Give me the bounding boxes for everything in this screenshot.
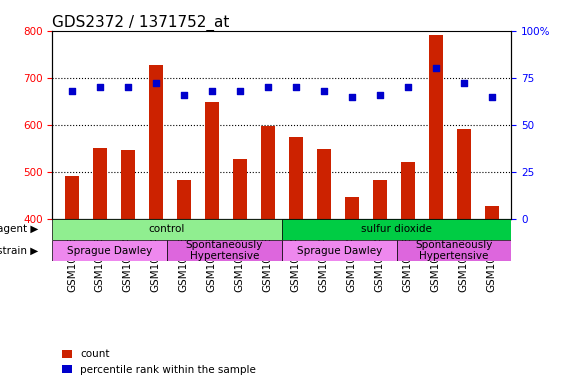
- FancyBboxPatch shape: [167, 240, 282, 261]
- Bar: [485, 206, 498, 384]
- Bar: [233, 159, 247, 384]
- Text: strain ▶: strain ▶: [0, 245, 38, 255]
- Point: [151, 80, 160, 86]
- Bar: [289, 137, 303, 384]
- FancyBboxPatch shape: [282, 240, 397, 261]
- Point: [291, 84, 300, 90]
- Text: control: control: [149, 224, 185, 234]
- Point: [347, 93, 356, 99]
- Text: GDS2372 / 1371752_at: GDS2372 / 1371752_at: [52, 15, 229, 31]
- Bar: [373, 180, 387, 384]
- Bar: [177, 180, 191, 384]
- Point: [207, 88, 217, 94]
- Bar: [345, 197, 358, 384]
- Bar: [121, 150, 135, 384]
- Bar: [205, 102, 219, 384]
- Point: [459, 80, 468, 86]
- Bar: [93, 148, 107, 384]
- Point: [487, 93, 496, 99]
- Point: [375, 92, 385, 98]
- Bar: [261, 126, 275, 384]
- Text: Spontaneously
Hypertensive: Spontaneously Hypertensive: [186, 240, 263, 262]
- FancyBboxPatch shape: [52, 240, 167, 261]
- Point: [403, 84, 413, 90]
- FancyBboxPatch shape: [397, 240, 511, 261]
- Bar: [457, 129, 471, 384]
- Bar: [401, 162, 415, 384]
- FancyBboxPatch shape: [282, 219, 511, 240]
- FancyBboxPatch shape: [52, 219, 282, 240]
- Bar: [149, 65, 163, 384]
- Text: Sprague Dawley: Sprague Dawley: [67, 245, 152, 255]
- Point: [431, 65, 440, 71]
- Legend: count, percentile rank within the sample: count, percentile rank within the sample: [58, 345, 260, 379]
- Point: [95, 84, 105, 90]
- Text: sulfur dioxide: sulfur dioxide: [361, 224, 432, 234]
- Bar: [65, 175, 79, 384]
- Text: Sprague Dawley: Sprague Dawley: [296, 245, 382, 255]
- Text: agent ▶: agent ▶: [0, 224, 38, 234]
- Point: [123, 84, 132, 90]
- Bar: [429, 35, 443, 384]
- Bar: [317, 149, 331, 384]
- Text: Spontaneously
Hypertensive: Spontaneously Hypertensive: [415, 240, 493, 262]
- Point: [179, 92, 188, 98]
- Point: [67, 88, 77, 94]
- Point: [263, 84, 272, 90]
- Point: [235, 88, 245, 94]
- Point: [319, 88, 328, 94]
